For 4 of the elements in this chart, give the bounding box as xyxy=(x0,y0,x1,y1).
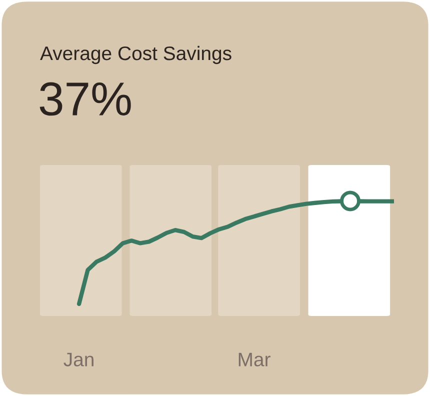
x-tick-label: Mar xyxy=(238,352,270,366)
chart-title: Average Cost Savings xyxy=(40,46,232,64)
x-tick-label: Jan xyxy=(64,352,94,366)
chart-subtitle: 37% xyxy=(40,82,131,116)
